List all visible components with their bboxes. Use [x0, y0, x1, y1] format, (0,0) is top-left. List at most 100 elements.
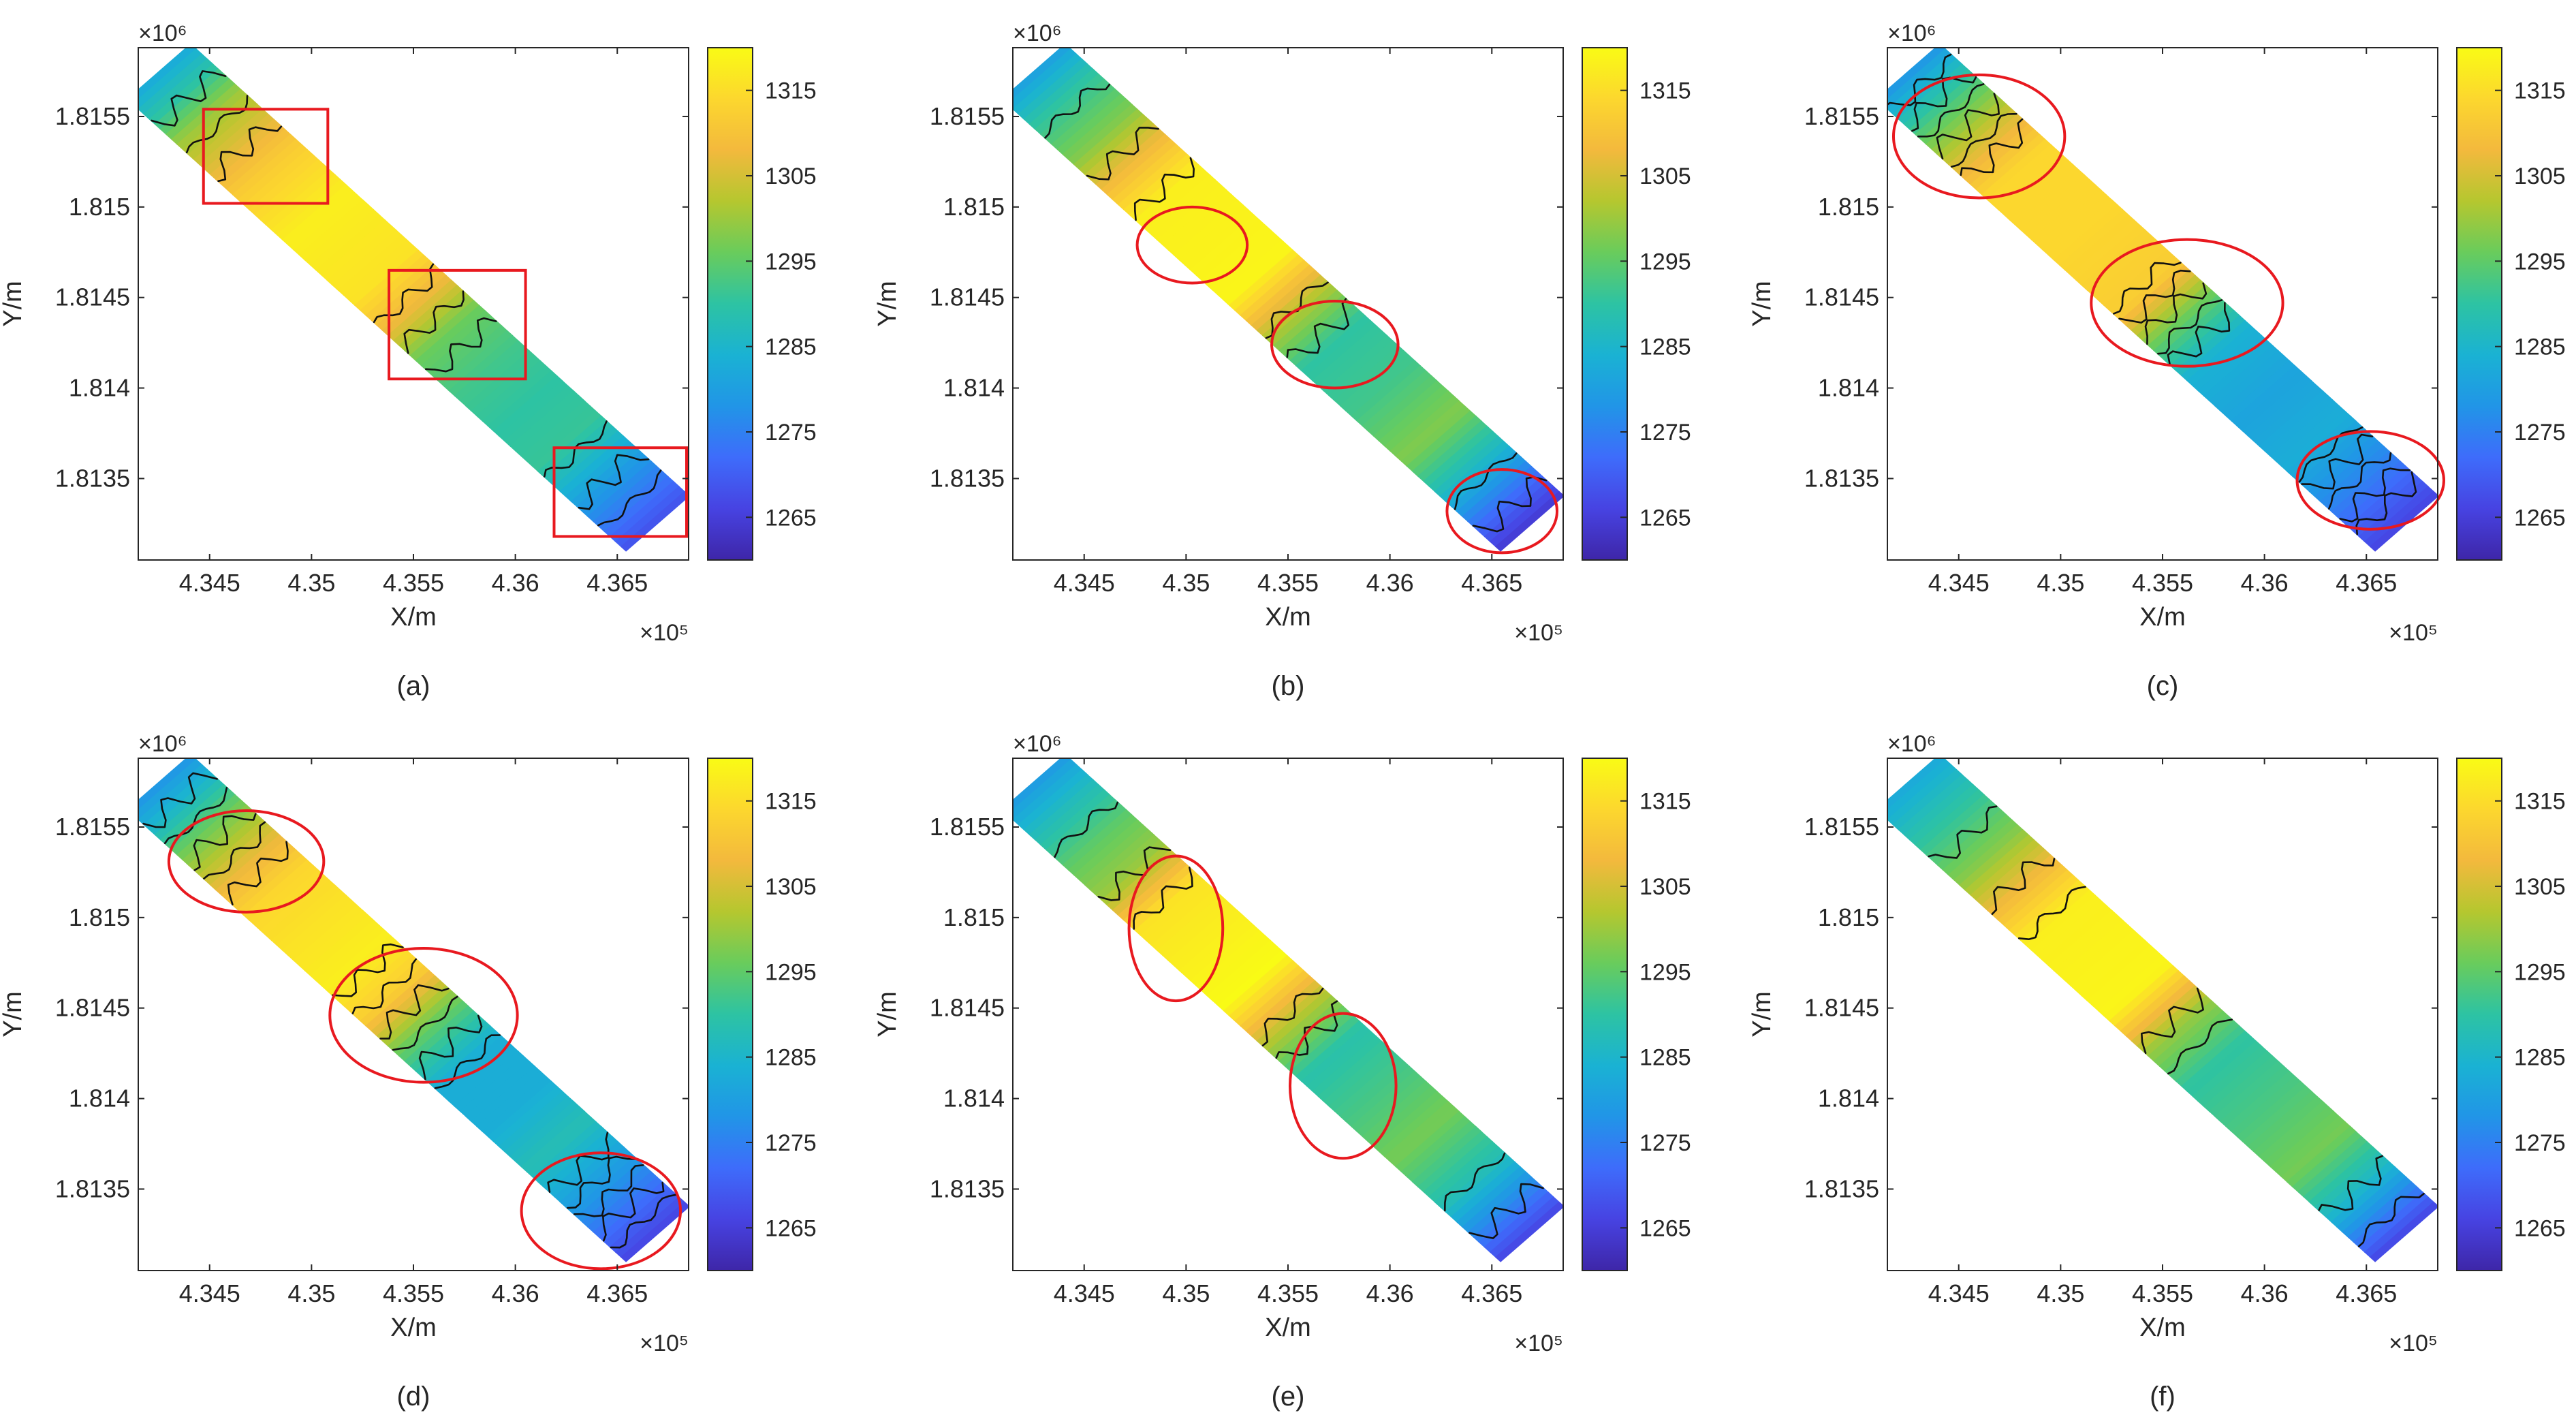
colorbar-tick-label: 1285 — [1639, 334, 1691, 360]
elevation-cell — [1887, 764, 1958, 826]
colorbar-tick-label: 1265 — [2514, 505, 2566, 531]
elevation-cell — [1494, 490, 1563, 552]
elevation-cell — [2086, 945, 2157, 1007]
elevation-cell — [2186, 1036, 2257, 1097]
elevation-cell — [265, 879, 336, 941]
elevation-cell — [2092, 239, 2163, 301]
elevation-cell — [1450, 1161, 1522, 1223]
elevation-cell — [1306, 1030, 1377, 1092]
panel-f: 4.345 4.35 4.355 4.36 4.365 1.8155 1.815 1.8145… — [1748, 731, 2566, 1412]
elevation-cell — [254, 869, 325, 931]
elevation-cell — [1062, 98, 1133, 161]
elevation-cell — [1134, 164, 1205, 226]
elevation-cell — [2031, 184, 2102, 246]
contour-line — [2357, 1192, 2425, 1247]
elevation-cell — [165, 78, 236, 140]
colorbar — [2457, 48, 2502, 560]
elevation-cell — [1039, 789, 1111, 851]
y-tick-label: 1.8135 — [930, 464, 1005, 492]
colorbar-tick-label: 1315 — [765, 789, 817, 815]
elevation-cell — [1189, 924, 1261, 986]
elevation-cell — [2297, 425, 2368, 487]
elevation-cell — [526, 405, 597, 467]
elevation-cell — [1106, 138, 1178, 201]
elevation-cell — [287, 189, 358, 251]
colorbar-tick-label: 1295 — [2514, 959, 2566, 985]
elevation-cell — [1284, 300, 1355, 362]
x-tick-label: 4.355 — [2132, 1279, 2193, 1307]
y-axis-label: Y/m — [873, 281, 902, 327]
elevation-cell — [2259, 1100, 2329, 1163]
x-axis-label: X/m — [2139, 603, 2186, 632]
x-tick-label: 4.355 — [1257, 1279, 1319, 1307]
x-tick-label: 4.36 — [492, 1279, 539, 1307]
elevation-cell — [1251, 980, 1321, 1042]
elevation-cell — [2148, 290, 2218, 352]
elevation-cell — [2353, 476, 2423, 538]
elevation-cell — [237, 854, 309, 916]
elevation-cell — [1936, 809, 2007, 871]
elevation-cell — [1251, 269, 1321, 332]
elevation-cell — [1212, 234, 1283, 296]
elevation-cell — [2175, 1025, 2246, 1087]
elevation-cell — [304, 914, 375, 977]
elevation-cell — [2369, 1201, 2438, 1262]
y-tick-label: 1.815 — [1818, 903, 1879, 931]
y-tick-label: 1.8155 — [1804, 102, 1879, 130]
elevation-cell — [2297, 1136, 2368, 1198]
elevation-cell — [1494, 1201, 1563, 1262]
highlight-ellipse — [1891, 73, 2067, 200]
colorbar — [1582, 758, 1627, 1271]
contour-line — [2318, 1155, 2383, 1211]
elevation-cell — [138, 48, 203, 110]
elevation-cell — [2153, 294, 2224, 356]
elevation-cell — [2003, 869, 2074, 931]
elevation-cell — [1975, 134, 2046, 196]
elevation-cell — [587, 1171, 658, 1233]
elevation-cell — [2319, 446, 2390, 508]
elevation-cell — [2103, 960, 2174, 1022]
elevation-cell — [2358, 1191, 2430, 1254]
elevation-cell — [443, 330, 514, 392]
elevation-cell — [1073, 819, 1144, 881]
contour-line — [1917, 83, 1985, 138]
elevation-cell — [2169, 1020, 2241, 1083]
y-tick-label: 1.8145 — [55, 283, 130, 311]
elevation-cell — [1123, 865, 1194, 926]
colorbar-tick-label: 1285 — [765, 1045, 817, 1071]
elevation-cell — [1351, 360, 1421, 422]
elevation-cell — [415, 305, 486, 367]
elevation-cell — [2103, 249, 2174, 311]
elevation-cell — [581, 455, 653, 518]
elevation-cell — [1345, 355, 1416, 417]
elevation-cell — [1926, 799, 1996, 861]
elevation-cell — [1334, 1055, 1405, 1117]
elevation-cell — [515, 1106, 586, 1168]
contour-line — [203, 821, 266, 879]
elevation-cell — [1267, 284, 1338, 347]
x-multiplier: ×10⁵ — [640, 620, 689, 646]
elevation-cell — [542, 1131, 614, 1193]
elevation-cell — [187, 98, 258, 161]
elevation-cell — [1362, 370, 1432, 432]
elevation-cell — [159, 783, 231, 846]
panel-label: (c) — [2147, 671, 2179, 701]
elevation-cell — [1959, 829, 2030, 891]
elevation-cell — [1095, 839, 1166, 901]
elevation-cell — [1942, 814, 2013, 876]
highlight-box — [552, 446, 689, 538]
y-multiplier: ×10⁶ — [1013, 731, 1062, 757]
elevation-cell — [1406, 410, 1477, 472]
highlight-ellipse — [2090, 238, 2284, 368]
y-tick-label: 1.815 — [1818, 193, 1879, 221]
elevation-cell — [1273, 290, 1344, 352]
highlight-ellipse — [520, 1151, 682, 1271]
elevation-cell — [2037, 189, 2107, 251]
elevation-cell — [531, 410, 602, 472]
elevation-cell — [409, 1010, 480, 1072]
elevation-cell — [1129, 869, 1199, 931]
elevation-cell — [1084, 119, 1155, 181]
contour-line — [193, 813, 257, 871]
elevation-cell — [210, 829, 281, 891]
elevation-cell — [1462, 1171, 1533, 1233]
